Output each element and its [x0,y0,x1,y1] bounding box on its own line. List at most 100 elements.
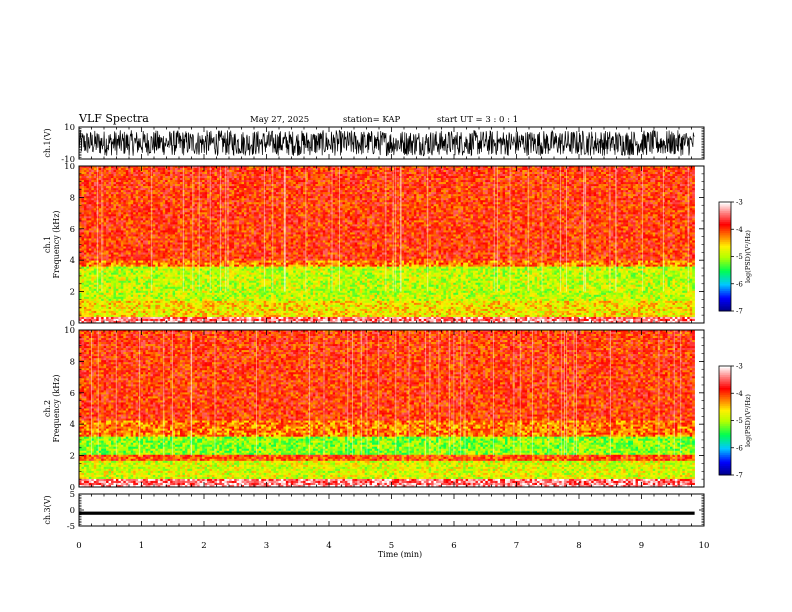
spectrogram-cell [332,202,336,205]
spectrogram-cell [593,198,597,201]
spectrogram-cell [593,170,597,173]
spectrogram-cell [682,184,686,187]
spectrogram-cell [660,196,663,199]
spectrogram-cell [482,194,486,197]
spectrogram-cell [480,174,484,177]
spectrogram-cell [406,180,410,183]
spectrogram-cell [312,190,316,193]
spectrogram-cell [229,200,232,203]
spectrogram-cell [138,170,141,173]
spectrogram-cell [660,192,663,195]
spectrogram-cell [613,186,617,189]
spectrogram-cell [500,176,503,179]
spectrogram-cell [689,198,693,201]
spectrogram-cell [610,176,614,179]
spectrogram-cell [404,194,407,197]
spectrogram-cell [308,172,311,175]
spectrogram-cell [630,182,634,185]
spectrogram-cell [564,186,567,189]
spectrogram-cell [566,202,570,205]
spectrogram-cell [160,178,164,181]
spectrogram-cell [381,176,385,179]
spectrogram-cell [202,192,205,195]
spectrogram-cell [588,198,592,201]
spectrogram-cell [276,198,279,201]
spectrogram-cell [487,190,491,193]
spectrogram-cell [689,188,693,191]
spectrogram-cell [81,186,85,189]
spectrogram-cell [411,192,415,195]
spectrogram-cell [106,168,109,171]
spectrogram-cell [682,202,686,205]
spectrogram-cell [660,180,663,183]
spectrogram-cell [202,190,205,193]
spectrogram-cell [335,194,338,197]
spectrogram-cell [650,192,654,195]
spectrogram-cell [261,174,264,177]
spectrogram-cell [460,188,464,191]
spectrogram-cell [524,174,528,177]
spectrogram-cell [640,176,644,179]
spectrogram-cell [512,166,516,169]
spectrogram-cell [630,188,634,191]
spectrogram-cell [157,174,161,177]
spectrogram-cell [115,180,119,183]
spectrogram-cell [593,192,597,195]
spectrogram-cell [312,168,316,171]
spectrogram-cell [187,166,191,169]
spectrogram-cell [556,170,560,173]
spectrogram-cell [135,202,139,205]
spectrogram-cell [433,190,437,193]
spectrogram-cell [376,180,380,183]
spectrogram-cell [652,170,656,173]
spectrogram-cell [581,182,585,185]
spectrogram-cell [143,200,146,203]
spectrogram-cell [229,166,232,169]
spectrogram-cell [522,174,526,177]
spectrogram-cell [468,166,471,169]
spectrogram-cell [613,168,617,171]
spectrogram-cell [505,172,508,175]
spectrogram-cell [216,168,220,171]
spectrogram-cell [167,168,171,171]
spectrogram-cell [436,198,439,201]
spectrogram-cell [413,176,417,179]
spectrogram-cell [138,166,141,169]
spectrogram-cell [157,198,161,201]
spectrogram-cell [507,202,511,205]
spectrogram-cell [330,194,333,197]
spectrogram-cell [423,178,427,181]
spectrogram-cell [455,172,459,175]
spectrogram-cell [229,184,232,187]
spectrogram-cell [268,196,272,199]
spectrogram-cell [263,204,267,207]
spectrogram-cell [347,190,351,193]
spectrogram-cell [657,192,661,195]
spectrogram-cell [372,190,375,193]
spectrogram-cell [342,178,346,181]
spectrogram-cell [537,192,540,195]
spectrogram-cell [519,180,523,183]
spectrogram-cell [374,170,378,173]
spectrogram-cell [312,198,316,201]
spectrogram-cell [487,170,491,173]
spectrogram-cell [522,176,526,179]
spectrogram-cell [480,184,484,187]
spectrogram-cell [347,168,351,171]
spectrogram-cell [170,180,173,183]
spectrogram-cell [98,166,102,169]
spectrogram-cell [637,172,641,175]
date-label: May 27, 2025 [250,115,309,125]
spectrogram-cell [571,172,575,175]
spectrogram-cell [231,196,235,199]
spectrogram-cell [189,194,193,197]
spectrogram-cell [93,194,97,197]
spectrogram-cell [667,174,671,177]
spectrogram-cell [433,184,437,187]
spectrogram-cell [251,180,255,183]
spectrogram-cell [556,182,560,185]
spectrogram-cell [305,200,309,203]
spectrogram-cell [541,168,545,171]
spectrogram-cell [537,168,540,171]
spectrogram-cell [522,182,526,185]
